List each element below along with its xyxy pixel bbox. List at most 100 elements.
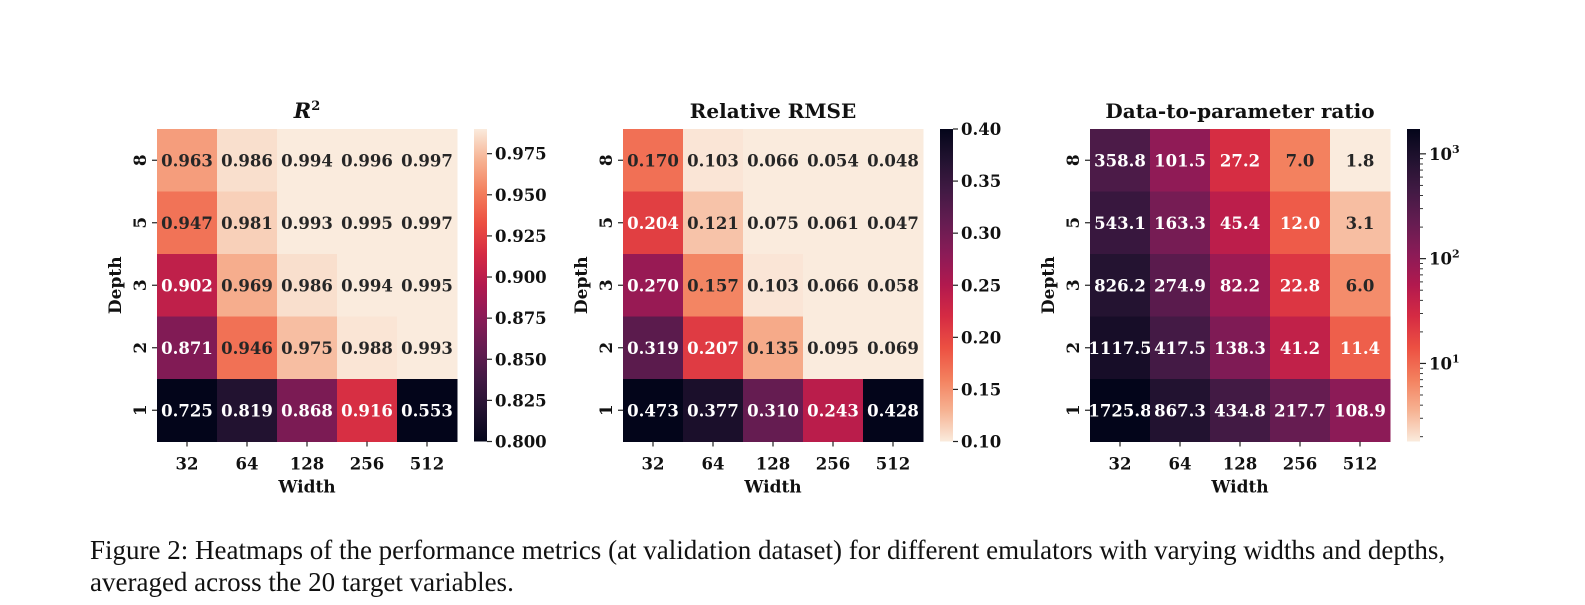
cell-label: 0.871 <box>161 339 213 358</box>
heatmap-cell <box>397 379 458 442</box>
heatmap-panel-3: Data-to-parameter ratio 358.8 101.5 27.2 7.0… <box>1039 99 1460 498</box>
cell-label: 0.995 <box>401 276 453 295</box>
cell-label: 0.725 <box>161 401 213 420</box>
heatmap-cell <box>337 316 398 380</box>
y-tick-label: 8 <box>597 154 617 166</box>
colorbar <box>474 129 487 442</box>
cell-label: 12.0 <box>1280 214 1320 233</box>
x-axis-label: Width <box>743 478 801 498</box>
cell-label: 0.135 <box>747 339 799 358</box>
cell-label: 0.103 <box>747 276 799 295</box>
colorbar-tick-label: 0.800 <box>495 433 547 452</box>
x-tick-label: 64 <box>702 455 725 474</box>
cell-label: 3.1 <box>1346 214 1375 233</box>
heatmap-cell <box>623 379 684 442</box>
heatmap-cell <box>157 379 218 442</box>
colorbar-tick-label: 101 <box>1429 352 1460 373</box>
x-axis-label: Width <box>1210 478 1268 498</box>
colorbar-tick-label: 103 <box>1429 143 1460 164</box>
cell-label: 0.207 <box>687 339 739 358</box>
colorbar-tick-label: 102 <box>1429 248 1460 269</box>
heatmap-cell <box>1210 191 1271 255</box>
cell-label: 0.994 <box>341 276 393 295</box>
heatmap-cell <box>1150 254 1211 317</box>
colorbar <box>1407 129 1420 442</box>
heatmap-cell <box>157 316 218 380</box>
heatmap-cell <box>803 379 864 442</box>
heatmap-cell <box>1330 379 1391 442</box>
colorbar-tick-label: 0.825 <box>495 391 547 410</box>
cell-label: 358.8 <box>1094 151 1146 170</box>
cell-label: 0.975 <box>281 339 333 358</box>
heatmap-cell <box>863 191 924 255</box>
y-tick-label: 5 <box>131 217 151 229</box>
cell-label: 0.995 <box>341 214 393 233</box>
x-axis-label: Width <box>277 478 335 498</box>
colorbar-tick-label: 0.975 <box>495 145 547 164</box>
colorbar-tick-label: 0.20 <box>961 328 1001 347</box>
cell-label: 0.963 <box>161 151 213 170</box>
cell-label: 138.3 <box>1214 339 1266 358</box>
heatmap-cell <box>1210 379 1271 442</box>
cell-label: 274.9 <box>1154 276 1206 295</box>
colorbar <box>940 129 953 442</box>
heatmap-cell <box>803 191 864 255</box>
heatmap-cell <box>397 129 458 192</box>
cell-label: 867.3 <box>1154 401 1206 420</box>
cell-label: 0.916 <box>341 401 393 420</box>
colorbar-tick-label: 0.10 <box>961 433 1001 452</box>
heatmap-cell <box>277 379 338 442</box>
heatmap-cell <box>743 191 804 255</box>
heatmap-cell <box>217 254 278 317</box>
y-tick-label: 3 <box>1064 279 1084 291</box>
cell-label: 22.8 <box>1280 276 1320 295</box>
cell-label: 7.0 <box>1286 151 1315 170</box>
cell-label: 0.986 <box>281 276 333 295</box>
cell-label: 0.121 <box>687 214 739 233</box>
heatmap-cell <box>217 129 278 192</box>
y-tick-label: 5 <box>597 217 617 229</box>
heatmap-cell <box>337 254 398 317</box>
cell-label: 0.066 <box>807 276 859 295</box>
cell-label: 163.3 <box>1154 214 1206 233</box>
cell-label: 0.103 <box>687 151 739 170</box>
cell-label: 0.048 <box>867 151 919 170</box>
cell-label: 1117.5 <box>1088 339 1151 358</box>
cell-label: 0.997 <box>401 151 453 170</box>
heatmap-cell <box>1270 316 1331 380</box>
cell-label: 0.069 <box>867 339 919 358</box>
cell-label: 0.902 <box>161 276 213 295</box>
heatmap-cell <box>277 129 338 192</box>
heatmap-cell <box>157 129 218 192</box>
cell-label: 0.993 <box>401 339 453 358</box>
colorbar-tick-label: 0.950 <box>495 186 547 205</box>
cell-label: 1.8 <box>1346 151 1375 170</box>
heatmap-cell <box>1330 254 1391 317</box>
cell-label: 0.988 <box>341 339 393 358</box>
colorbar-tick-label: 0.40 <box>961 120 1001 139</box>
heatmap-cell <box>683 379 744 442</box>
heatmap-cell <box>397 254 458 317</box>
cell-label: 0.047 <box>867 214 919 233</box>
cell-label: 0.157 <box>687 276 739 295</box>
heatmap-cell <box>1330 316 1391 380</box>
x-tick-label: 512 <box>410 455 444 474</box>
panel-title: Relative RMSE <box>690 99 857 123</box>
cell-label: 0.061 <box>807 214 859 233</box>
heatmap-cell <box>1090 379 1151 442</box>
cell-label: 0.994 <box>281 151 333 170</box>
heatmap-cell <box>1150 316 1211 380</box>
heatmap-cell <box>803 129 864 192</box>
heatmap-cell <box>863 129 924 192</box>
x-tick-label: 128 <box>756 455 790 474</box>
heatmap-cell <box>277 191 338 255</box>
heatmap-cell <box>1150 129 1211 192</box>
heatmap-cell <box>337 191 398 255</box>
heatmap-cell <box>277 316 338 380</box>
x-tick-label: 512 <box>876 455 910 474</box>
heatmap-cell <box>1330 129 1391 192</box>
y-tick-label: 1 <box>597 404 617 416</box>
heatmap-cell <box>623 129 684 192</box>
x-tick-label: 512 <box>1343 455 1377 474</box>
heatmap-cell <box>743 254 804 317</box>
